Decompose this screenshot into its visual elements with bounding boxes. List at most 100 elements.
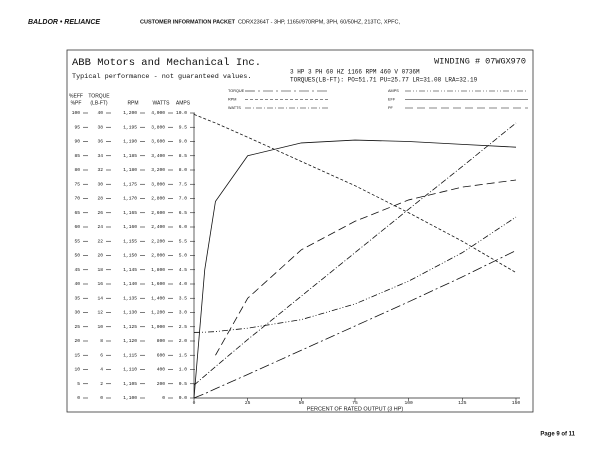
legend-label: PF bbox=[388, 106, 394, 110]
page-number: Page 9 of 11 bbox=[540, 432, 575, 438]
y-tick-label: 9.5 bbox=[179, 124, 188, 130]
y-tick-label: 1,170 bbox=[123, 196, 137, 202]
y-tick-label: 5 bbox=[77, 381, 80, 387]
y-tick-label: 60 bbox=[74, 224, 80, 230]
y-tick-label: 30 bbox=[74, 310, 80, 316]
series-line bbox=[193, 216, 517, 333]
y-tick-label: 0 bbox=[100, 395, 103, 401]
x-tick-label: 125 bbox=[458, 400, 467, 406]
y-tick-label: 1,175 bbox=[123, 181, 137, 187]
y-tick-label: 85 bbox=[74, 153, 80, 159]
y-tick-label: 1,600 bbox=[151, 281, 165, 287]
y-tick-label: 2,600 bbox=[151, 210, 165, 216]
y-tick-label: 1,165 bbox=[123, 210, 137, 216]
series-line bbox=[215, 179, 517, 356]
y-tick-label: 2,200 bbox=[151, 238, 165, 244]
y-tick-label: 2.0 bbox=[179, 338, 188, 344]
y-tick-label: 1,000 bbox=[151, 324, 165, 330]
y-tick-label: 10 bbox=[74, 367, 80, 373]
y-tick-label: 40 bbox=[97, 110, 103, 116]
y-tick-label: 4,000 bbox=[151, 110, 165, 116]
y-tick-label: 1,115 bbox=[123, 352, 137, 358]
series-line bbox=[193, 122, 517, 386]
y-tick-label: 3,000 bbox=[151, 181, 165, 187]
x-tick-label: 50 bbox=[299, 400, 305, 406]
y-tick-label: 40 bbox=[74, 281, 80, 287]
y-tick-label: 10.0 bbox=[176, 110, 187, 116]
y-tick-label: 2,800 bbox=[151, 196, 165, 202]
x-tick-label: 25 bbox=[245, 400, 251, 406]
y-tick-label: 16 bbox=[97, 281, 103, 287]
x-tick-label: 100 bbox=[405, 400, 414, 406]
y-tick-label: 6.5 bbox=[179, 210, 188, 216]
y-tick-label: 90 bbox=[74, 139, 80, 145]
logo: BALDOR • RELIANCE bbox=[28, 19, 100, 26]
y-tick-label: 20 bbox=[74, 338, 80, 344]
y-tick-label: 14 bbox=[97, 295, 103, 301]
x-tick-label: 150 bbox=[512, 400, 521, 406]
y-tick-label: 3.5 bbox=[179, 295, 188, 301]
axis-header: %PF bbox=[71, 100, 82, 106]
y-tick-label: 8 bbox=[100, 338, 103, 344]
y-tick-label: 3,400 bbox=[151, 153, 165, 159]
y-tick-label: 1,190 bbox=[123, 139, 137, 145]
chart-title: ABB Motors and Mechanical Inc. bbox=[72, 57, 261, 69]
subtitle: Typical performance - not guaranteed val… bbox=[72, 73, 251, 81]
y-tick-label: 200 bbox=[157, 381, 166, 387]
y-tick-label: 70 bbox=[74, 196, 80, 202]
y-tick-label: 9.0 bbox=[179, 139, 188, 145]
y-tick-label: 50 bbox=[74, 253, 80, 259]
y-tick-label: 1,130 bbox=[123, 310, 137, 316]
y-tick-label: 100 bbox=[72, 110, 81, 116]
y-tick-label: 3.0 bbox=[179, 310, 188, 316]
y-tick-label: 35 bbox=[74, 295, 80, 301]
y-tick-label: 0 bbox=[77, 395, 80, 401]
axis-header: WATTS bbox=[153, 100, 171, 106]
y-tick-label: 25 bbox=[74, 324, 80, 330]
y-tick-label: 1,195 bbox=[123, 124, 137, 130]
y-tick-label: 10 bbox=[97, 324, 103, 330]
y-tick-label: 4 bbox=[100, 367, 103, 373]
y-tick-label: 18 bbox=[97, 267, 103, 273]
x-tick-label: 75 bbox=[352, 400, 358, 406]
product-code: CDRX2364T - 3HP, 1165//970RPM, 3PH, 60/5… bbox=[238, 19, 400, 25]
y-tick-label: 32 bbox=[97, 167, 103, 173]
axis-header: %EFF bbox=[69, 93, 83, 99]
legend-label: EFF bbox=[388, 98, 396, 102]
y-tick-label: 1,100 bbox=[123, 395, 137, 401]
y-tick-label: 1,145 bbox=[123, 267, 137, 273]
y-tick-label: 6.0 bbox=[179, 224, 188, 230]
torques: TORQUES(LB-FT): PO=51.71 PU=25.77 LR=31.… bbox=[290, 77, 478, 84]
legend-label: TORQUE bbox=[228, 89, 245, 93]
y-tick-label: 75 bbox=[74, 181, 80, 187]
y-tick-label: 0.0 bbox=[179, 395, 188, 401]
y-tick-label: 22 bbox=[97, 238, 103, 244]
sheet-frame bbox=[66, 49, 534, 413]
y-tick-label: 4.0 bbox=[179, 281, 188, 287]
y-tick-label: 800 bbox=[157, 338, 166, 344]
section-title: CUSTOMER INFORMATION PACKET bbox=[140, 19, 236, 25]
y-tick-label: 7.5 bbox=[179, 181, 188, 187]
y-tick-label: 2 bbox=[100, 381, 103, 387]
y-tick-label: 8.0 bbox=[179, 167, 188, 173]
y-tick-label: 20 bbox=[97, 253, 103, 259]
y-tick-label: 26 bbox=[97, 210, 103, 216]
y-tick-label: 1,120 bbox=[123, 338, 137, 344]
winding: WINDING # 07WGX970 bbox=[434, 56, 526, 66]
axis-header: AMPS bbox=[176, 100, 191, 106]
y-tick-label: 5.0 bbox=[179, 253, 188, 259]
y-tick-label: 1.5 bbox=[179, 352, 188, 358]
y-tick-label: 34 bbox=[97, 153, 103, 159]
y-tick-label: 1,135 bbox=[123, 295, 137, 301]
axis-header: TORQUE bbox=[88, 93, 110, 99]
y-tick-label: 38 bbox=[97, 124, 103, 130]
y-tick-label: 24 bbox=[97, 224, 103, 230]
y-tick-label: 2,000 bbox=[151, 253, 165, 259]
legend-label: WATTS bbox=[228, 106, 241, 110]
y-tick-label: 1,150 bbox=[123, 253, 137, 259]
y-tick-label: 3,600 bbox=[151, 139, 165, 145]
y-tick-label: 4.5 bbox=[179, 267, 188, 273]
x-axis-title: PERCENT OF RATED OUTPUT (3 HP) bbox=[307, 406, 404, 412]
